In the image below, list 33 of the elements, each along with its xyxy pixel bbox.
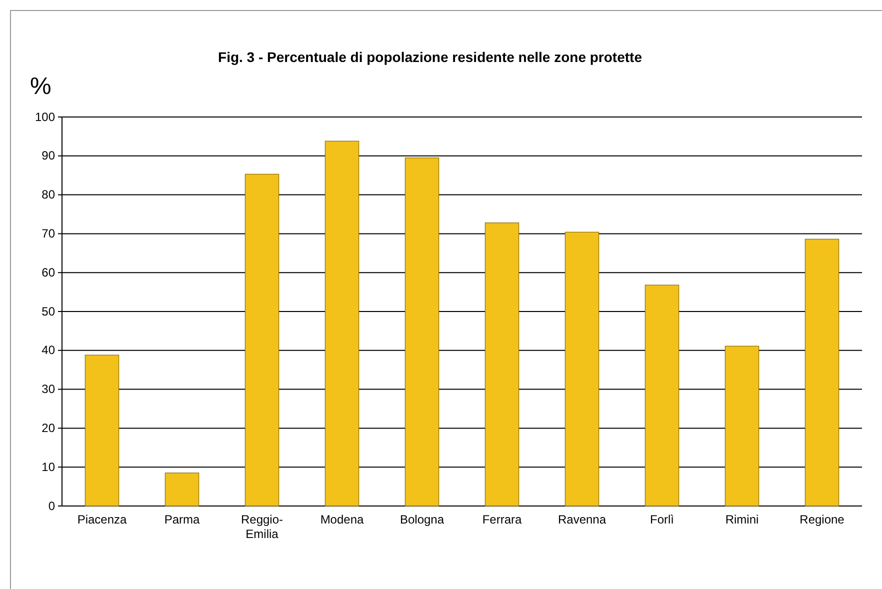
x-tick-label: Modena [320, 512, 364, 526]
x-tick-label: Rimini [725, 512, 759, 526]
bar [644, 284, 680, 506]
bar [804, 238, 840, 506]
y-tick-label: 70 [42, 226, 56, 241]
x-tick-label: Bologna [400, 512, 444, 526]
bar [84, 354, 120, 506]
y-tick-label: 30 [42, 382, 56, 396]
y-tick-label: 0 [48, 498, 56, 513]
y-tick-label: 10 [42, 460, 56, 474]
x-tick-label: Regione [800, 512, 845, 526]
x-tick-label: Reggio-Emilia [240, 512, 284, 541]
bar [164, 472, 200, 506]
bar [324, 140, 360, 506]
y-axis-title: % [30, 73, 52, 100]
y-tick-label: 50 [42, 304, 56, 318]
chart-title: Fig. 3 - Percentuale di popolazione residente nelle zone protette [218, 49, 642, 65]
x-tick-label: Forlì [650, 512, 674, 526]
bar [404, 158, 440, 506]
x-tick-label: Ravenna [558, 512, 606, 526]
y-tick-label: 90 [42, 148, 56, 163]
bar [564, 232, 600, 506]
bar [484, 222, 520, 506]
y-tick-label: 80 [42, 188, 56, 202]
x-tick-label: Piacenza [77, 512, 128, 526]
bar [724, 346, 760, 506]
bar [244, 174, 280, 506]
y-tick-label: 20 [42, 421, 56, 436]
y-tick-label: 40 [42, 343, 56, 358]
x-tick-label: Ferrara [482, 512, 522, 526]
x-tick-label: Parma [164, 512, 200, 526]
y-tick-label: 60 [42, 265, 56, 280]
y-tick-label: 100 [34, 110, 56, 124]
